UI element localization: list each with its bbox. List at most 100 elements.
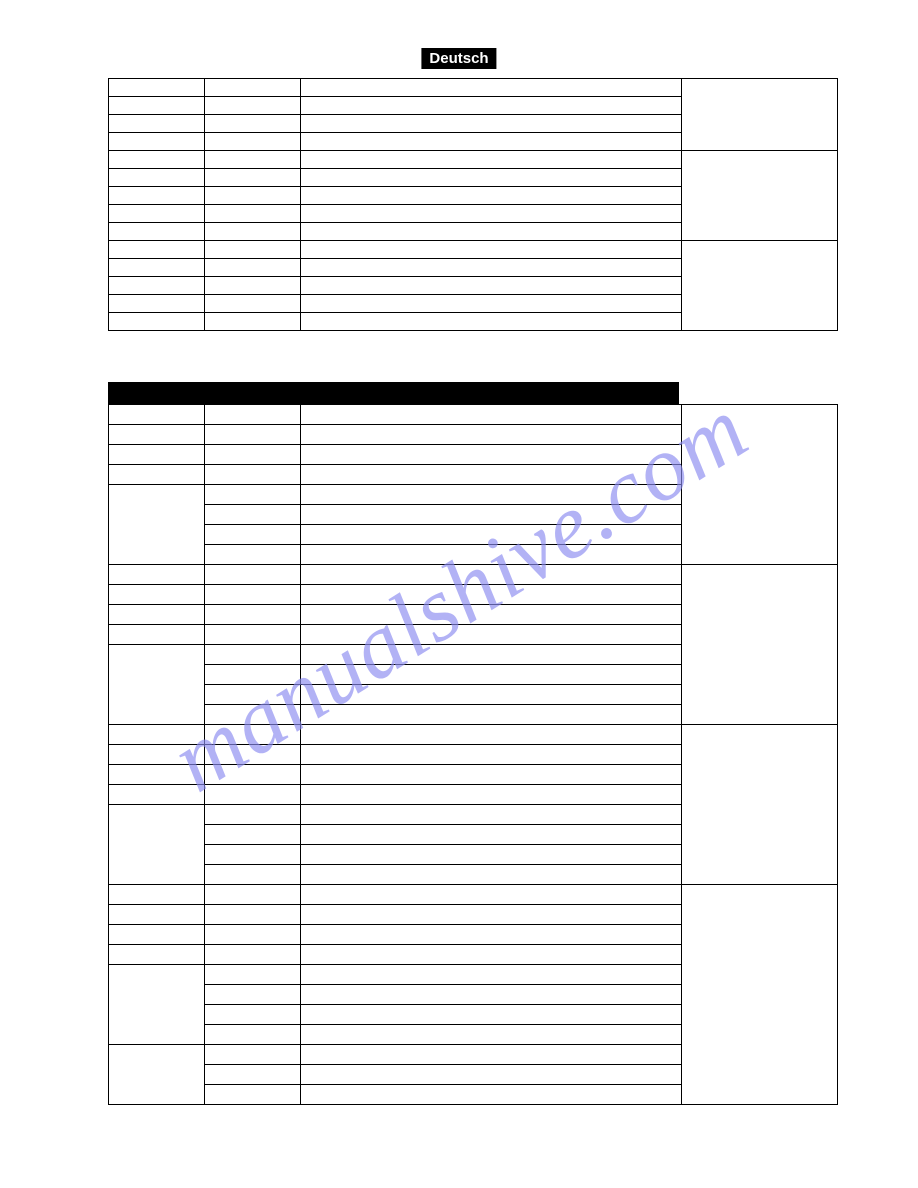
table-cell — [109, 79, 205, 97]
table-cell — [109, 805, 205, 885]
table-row — [109, 885, 838, 905]
table-cell — [301, 505, 682, 525]
table-cell — [301, 241, 682, 259]
table-cell — [205, 465, 301, 485]
table-cell — [205, 223, 301, 241]
table-cell — [301, 685, 682, 705]
table-cell — [682, 725, 838, 885]
table-cell — [205, 925, 301, 945]
table-cell — [301, 133, 682, 151]
table-cell — [301, 585, 682, 605]
table-cell — [205, 885, 301, 905]
table-lower — [108, 404, 838, 1105]
table-cell — [301, 885, 682, 905]
table-cell — [301, 187, 682, 205]
table-cell — [301, 865, 682, 885]
table-cell — [301, 645, 682, 665]
table-cell — [109, 925, 205, 945]
table-cell — [301, 1025, 682, 1045]
table-cell — [301, 405, 682, 425]
table-cell — [205, 585, 301, 605]
table-cell — [205, 115, 301, 133]
table-cell — [301, 169, 682, 187]
table-cell — [109, 745, 205, 765]
table-cell — [109, 1045, 205, 1105]
table-cell — [109, 425, 205, 445]
table-cell — [205, 625, 301, 645]
table-cell — [301, 1085, 682, 1105]
table-cell — [109, 725, 205, 745]
table-cell — [205, 133, 301, 151]
table-cell — [301, 705, 682, 725]
table-cell — [301, 825, 682, 845]
table-cell — [109, 187, 205, 205]
table-cell — [205, 485, 301, 505]
table-cell — [109, 295, 205, 313]
table-cell — [109, 151, 205, 169]
table-cell — [205, 685, 301, 705]
table-cell — [109, 585, 205, 605]
table-cell — [301, 1045, 682, 1065]
table-cell — [205, 445, 301, 465]
table-cell — [301, 905, 682, 925]
table-cell — [205, 205, 301, 223]
table-cell — [205, 605, 301, 625]
table-cell — [205, 745, 301, 765]
table-cell — [205, 425, 301, 445]
table-cell — [205, 705, 301, 725]
table-cell — [205, 525, 301, 545]
table-cell — [682, 405, 838, 565]
table-cell — [301, 985, 682, 1005]
table-cell — [109, 465, 205, 485]
table-cell — [205, 825, 301, 845]
table-cell — [682, 79, 838, 151]
table-cell — [301, 445, 682, 465]
table-cell — [109, 241, 205, 259]
table-cell — [109, 259, 205, 277]
table-cell — [205, 79, 301, 97]
table-cell — [109, 965, 205, 1045]
table-cell — [109, 405, 205, 425]
table-cell — [205, 241, 301, 259]
table-cell — [301, 725, 682, 745]
table-row — [109, 241, 838, 259]
table-cell — [301, 805, 682, 825]
table-cell — [301, 79, 682, 97]
table-row — [109, 79, 838, 97]
table-cell — [682, 565, 838, 725]
table-cell — [301, 485, 682, 505]
table-cell — [109, 945, 205, 965]
table-cell — [109, 485, 205, 565]
table-cell — [109, 97, 205, 115]
table-cell — [205, 151, 301, 169]
table-cell — [205, 1045, 301, 1065]
table-cell — [205, 259, 301, 277]
table-cell — [205, 945, 301, 965]
table-cell — [301, 945, 682, 965]
language-badge: Deutsch — [421, 48, 496, 69]
table-cell — [301, 205, 682, 223]
table-cell — [301, 605, 682, 625]
table-cell — [205, 805, 301, 825]
table-cell — [109, 115, 205, 133]
table-cell — [301, 845, 682, 865]
table-cell — [301, 465, 682, 485]
table-cell — [205, 545, 301, 565]
table-cell — [109, 785, 205, 805]
table-cell — [109, 223, 205, 241]
table-cell — [205, 1025, 301, 1045]
table-cell — [109, 885, 205, 905]
table-cell — [301, 313, 682, 331]
table-cell — [109, 205, 205, 223]
table-cell — [205, 565, 301, 585]
table-cell — [109, 625, 205, 645]
table-cell — [109, 765, 205, 785]
table-cell — [205, 1065, 301, 1085]
table-cell — [301, 925, 682, 945]
table-cell — [109, 313, 205, 331]
table-cell — [301, 665, 682, 685]
table-cell — [301, 1005, 682, 1025]
table-cell — [301, 965, 682, 985]
table-cell — [205, 505, 301, 525]
table-cell — [301, 565, 682, 585]
